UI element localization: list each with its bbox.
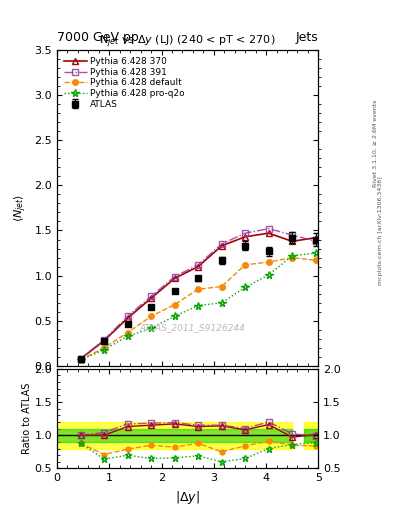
Pythia 6.428 pro-q2o: [102, 347, 107, 353]
Pythia 6.428 default: [196, 286, 200, 292]
Pythia 6.428 391: [102, 337, 107, 343]
Pythia 6.428 370: [290, 238, 295, 244]
Pythia 6.428 default: [102, 345, 107, 351]
Pythia 6.428 default: [78, 357, 83, 363]
Pythia 6.428 391: [313, 238, 318, 244]
Pythia 6.428 370: [266, 230, 271, 236]
Pythia 6.428 pro-q2o: [196, 303, 200, 309]
Pythia 6.428 default: [243, 262, 248, 268]
Pythia 6.428 391: [266, 226, 271, 232]
Pythia 6.428 391: [219, 241, 224, 247]
Pythia 6.428 default: [172, 302, 177, 308]
Y-axis label: Ratio to ATLAS: Ratio to ATLAS: [22, 383, 31, 454]
Legend: Pythia 6.428 370, Pythia 6.428 391, Pythia 6.428 default, Pythia 6.428 pro-q2o, : Pythia 6.428 370, Pythia 6.428 391, Pyth…: [61, 54, 188, 112]
Text: Rivet 3.1.10, ≥ 2.6M events: Rivet 3.1.10, ≥ 2.6M events: [373, 100, 378, 187]
Pythia 6.428 default: [266, 259, 271, 265]
Pythia 6.428 391: [172, 273, 177, 280]
Pythia 6.428 pro-q2o: [125, 333, 130, 339]
Pythia 6.428 default: [290, 254, 295, 261]
Pythia 6.428 pro-q2o: [78, 357, 83, 363]
Pythia 6.428 default: [125, 330, 130, 336]
Pythia 6.428 370: [102, 338, 107, 344]
Pythia 6.428 pro-q2o: [172, 313, 177, 319]
Pythia 6.428 370: [219, 243, 224, 249]
Pythia 6.428 default: [149, 313, 153, 319]
X-axis label: $|\Delta y|$: $|\Delta y|$: [175, 489, 200, 506]
Line: Pythia 6.428 391: Pythia 6.428 391: [77, 226, 319, 362]
Pythia 6.428 pro-q2o: [313, 250, 318, 256]
Pythia 6.428 370: [313, 234, 318, 241]
Pythia 6.428 370: [125, 315, 130, 321]
Line: Pythia 6.428 pro-q2o: Pythia 6.428 pro-q2o: [77, 249, 320, 364]
Pythia 6.428 391: [149, 293, 153, 300]
Pythia 6.428 370: [196, 264, 200, 270]
Pythia 6.428 pro-q2o: [219, 300, 224, 306]
Line: Pythia 6.428 default: Pythia 6.428 default: [78, 255, 318, 362]
Pythia 6.428 370: [172, 275, 177, 282]
Bar: [57, 429, 292, 442]
Pythia 6.428 pro-q2o: [290, 253, 295, 259]
Pythia 6.428 pro-q2o: [243, 284, 248, 290]
Line: Pythia 6.428 370: Pythia 6.428 370: [77, 230, 319, 362]
Title: N$_{jet}$ vs $\Delta y$ (LJ) (240 < pT < 270): N$_{jet}$ vs $\Delta y$ (LJ) (240 < pT <…: [99, 33, 276, 50]
Pythia 6.428 pro-q2o: [149, 325, 153, 331]
Text: ATLAS_2011_S9126244: ATLAS_2011_S9126244: [140, 324, 246, 333]
Text: mcplots.cern.ch [arXiv:1306.3436]: mcplots.cern.ch [arXiv:1306.3436]: [378, 176, 383, 285]
Text: 7000 GeV pp: 7000 GeV pp: [57, 31, 139, 44]
Pythia 6.428 391: [125, 313, 130, 319]
Bar: [57, 422, 292, 449]
Pythia 6.428 391: [196, 262, 200, 268]
Pythia 6.428 391: [78, 356, 83, 362]
Pythia 6.428 370: [243, 234, 248, 240]
Pythia 6.428 pro-q2o: [266, 272, 271, 278]
Pythia 6.428 370: [78, 356, 83, 362]
Pythia 6.428 default: [313, 257, 318, 263]
Pythia 6.428 default: [219, 284, 224, 290]
Pythia 6.428 391: [290, 232, 295, 238]
Y-axis label: $\langle N_{jet}\rangle$: $\langle N_{jet}\rangle$: [13, 194, 29, 222]
Bar: [304, 422, 318, 449]
Pythia 6.428 370: [149, 295, 153, 302]
Pythia 6.428 391: [243, 230, 248, 236]
Text: Jets: Jets: [296, 31, 318, 44]
Bar: [304, 429, 318, 442]
